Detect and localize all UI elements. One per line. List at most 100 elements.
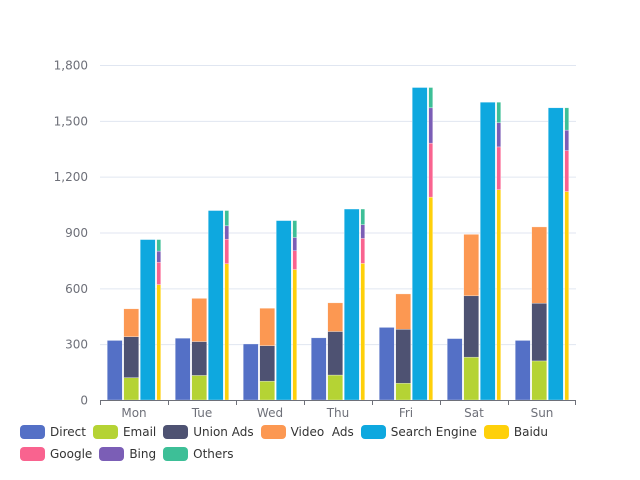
- bar-direct-thu: [311, 337, 327, 401]
- bar-baidu-wed: [292, 269, 297, 401]
- bar-email-sun: [531, 360, 547, 401]
- bar-union-ads-wed: [259, 345, 275, 382]
- bar-baidu-sat: [496, 189, 501, 401]
- bar-union-ads-sun: [531, 302, 547, 362]
- legend-swatch: [20, 425, 45, 439]
- bar-google-tue: [224, 238, 229, 265]
- bar-email-wed: [259, 380, 275, 401]
- bar-union-ads-tue: [191, 341, 207, 376]
- legend-label: Union Ads: [193, 425, 254, 439]
- bar-direct-mon: [107, 340, 123, 401]
- bar-others-fri: [428, 87, 433, 109]
- bar-email-sat: [463, 356, 479, 401]
- legend-swatch: [163, 447, 189, 461]
- bar-bing-fri: [428, 107, 433, 144]
- bar-bing-tue: [224, 225, 229, 240]
- legend-item-google[interactable]: Google: [20, 443, 92, 465]
- legend-swatch: [260, 425, 286, 439]
- y-tick-label: 300: [65, 338, 88, 352]
- x-tick-label: Sat: [464, 406, 484, 420]
- y-tick-label: 1,200: [54, 170, 88, 184]
- bar-union-ads-mon: [123, 336, 139, 378]
- bar-search-engine-sun: [548, 107, 564, 401]
- bar-email-thu: [327, 374, 343, 401]
- bar-others-wed: [292, 220, 297, 238]
- bar-search-engine-wed: [276, 220, 292, 401]
- legend-item-direct[interactable]: Direct: [20, 421, 86, 443]
- legend-swatch: [360, 425, 386, 439]
- bar-others-mon: [156, 239, 161, 252]
- x-tick-label: Mon: [121, 406, 146, 420]
- legend-label: Direct: [50, 425, 86, 439]
- bar-bing-sat: [496, 122, 501, 148]
- y-tick-label: 1,800: [54, 59, 88, 73]
- bar-bing-thu: [360, 224, 365, 239]
- bar-direct-sun: [515, 340, 531, 401]
- bar-bing-sun: [564, 129, 569, 151]
- legend-item-email[interactable]: Email: [92, 421, 157, 443]
- bar-google-sat: [496, 146, 501, 190]
- legend-swatch: [163, 425, 189, 439]
- bar-video-ads-thu: [327, 302, 343, 332]
- legend-swatch: [483, 425, 509, 439]
- legend-item-video-ads[interactable]: Video Ads: [260, 421, 354, 443]
- bar-email-mon: [123, 377, 139, 401]
- legend-swatch: [99, 447, 125, 461]
- bar-others-sat: [496, 101, 501, 123]
- bar-union-ads-fri: [395, 329, 411, 384]
- bar-direct-tue: [175, 337, 191, 401]
- x-tick-label: Thu: [326, 406, 350, 420]
- bar-search-engine-tue: [208, 210, 224, 401]
- bar-union-ads-sat: [463, 295, 479, 358]
- bar-baidu-mon: [156, 284, 161, 401]
- legend-item-others[interactable]: Others: [163, 443, 233, 465]
- legend-item-search-engine[interactable]: Search Engine: [360, 421, 477, 443]
- bar-video-ads-sat: [463, 234, 479, 297]
- bar-others-sun: [564, 107, 569, 131]
- y-tick-label: 1,500: [54, 114, 88, 128]
- legend-swatch: [20, 447, 45, 461]
- bar-direct-sat: [447, 338, 463, 401]
- legend-label: Baidu: [513, 425, 549, 439]
- legend-label: Video Ads: [290, 425, 354, 439]
- bar-others-thu: [360, 208, 365, 225]
- legend-swatch: [92, 425, 118, 439]
- bar-google-sun: [564, 150, 569, 192]
- chart-legend: Direct Email Union Ads Video Ads Search Engi…: [20, 421, 630, 465]
- bar-google-wed: [292, 250, 297, 270]
- legend-label: Bing: [129, 447, 157, 461]
- legend-label: Search Engine: [390, 425, 477, 439]
- legend-item-baidu[interactable]: Baidu: [483, 421, 549, 443]
- bar-google-fri: [428, 142, 433, 198]
- x-tick-label: Tue: [191, 406, 213, 420]
- bar-baidu-sun: [564, 191, 569, 401]
- bar-search-engine-mon: [140, 239, 156, 401]
- bar-baidu-thu: [360, 263, 365, 401]
- bar-google-mon: [156, 262, 161, 285]
- bar-video-ads-sun: [531, 226, 547, 304]
- bar-search-engine-sat: [480, 101, 496, 401]
- bar-video-ads-fri: [395, 293, 411, 330]
- legend-label: Others: [193, 447, 234, 461]
- x-tick-label: Sun: [531, 406, 554, 420]
- bar-baidu-fri: [428, 196, 433, 401]
- legend-label: Email: [122, 425, 157, 439]
- bar-direct-wed: [243, 343, 259, 401]
- y-tick-label: 0: [80, 394, 88, 408]
- bar-video-ads-wed: [259, 307, 275, 346]
- bar-search-engine-thu: [344, 208, 360, 401]
- x-tick-label: Fri: [399, 406, 413, 420]
- bar-email-fri: [395, 383, 411, 401]
- bar-union-ads-thu: [327, 331, 343, 376]
- bar-google-thu: [360, 238, 365, 264]
- legend-item-union-ads[interactable]: Union Ads: [163, 421, 254, 443]
- legend-item-bing[interactable]: Bing: [99, 443, 156, 465]
- bar-bing-mon: [156, 250, 161, 263]
- bar-video-ads-mon: [123, 308, 139, 337]
- bar-search-engine-fri: [412, 87, 428, 401]
- bar-baidu-tue: [224, 263, 229, 401]
- bar-direct-fri: [379, 327, 395, 401]
- bar-others-tue: [224, 210, 229, 227]
- y-tick-label: 900: [65, 226, 88, 240]
